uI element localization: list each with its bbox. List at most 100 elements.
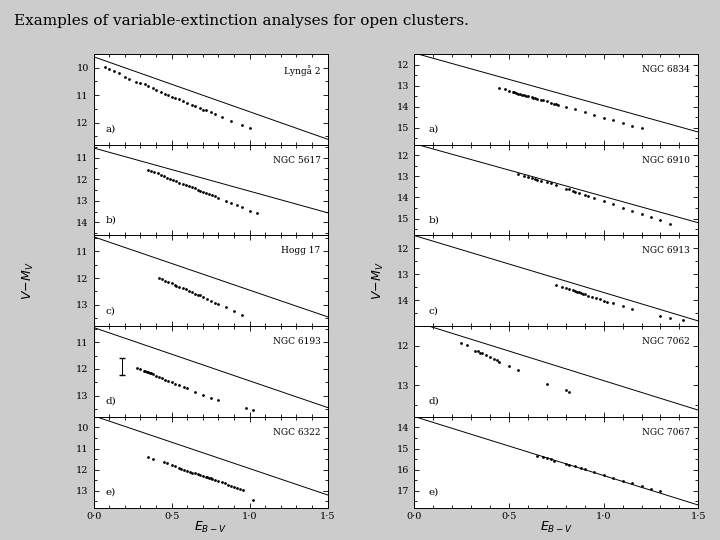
Point (189, 102, 201, 110)
Text: NGC 5617: NGC 5617 (273, 156, 320, 165)
Point (579, 107, 590, 116)
Point (174, 178, 185, 187)
Point (564, 388, 575, 396)
Point (480, 350, 492, 359)
Point (203, 190, 215, 198)
Point (541, 454, 552, 463)
Point (200, 472, 212, 481)
Point (503, 362, 515, 371)
Point (163, 91, 174, 99)
Point (462, 340, 473, 349)
Point (166, 461, 177, 469)
Point (560, 184, 572, 193)
Point (636, 482, 647, 490)
Point (108, 67, 120, 76)
Point (155, 171, 166, 179)
Point (143, 82, 154, 91)
Point (560, 103, 572, 111)
Point (579, 191, 590, 199)
Point (503, 86, 515, 95)
Point (235, 485, 246, 494)
Point (186, 183, 197, 192)
Point (526, 174, 537, 183)
Point (222, 481, 233, 489)
Point (210, 192, 221, 200)
Point (617, 302, 629, 310)
Point (166, 92, 177, 101)
Point (174, 464, 185, 472)
Point (141, 367, 153, 376)
Point (588, 468, 600, 476)
Point (166, 378, 177, 387)
Point (552, 100, 564, 109)
Point (665, 313, 676, 322)
Point (236, 203, 248, 212)
Point (228, 307, 240, 316)
Point (607, 200, 618, 208)
Point (522, 172, 534, 181)
Point (147, 454, 158, 463)
Point (560, 284, 572, 292)
Point (560, 460, 572, 468)
Text: c): c) (105, 306, 115, 315)
Point (210, 299, 221, 307)
Point (516, 90, 528, 99)
Point (493, 357, 505, 366)
Point (626, 304, 638, 313)
Point (144, 368, 156, 377)
Text: c): c) (428, 306, 438, 315)
Point (678, 316, 689, 325)
Point (171, 281, 182, 290)
Point (99, 63, 110, 71)
Point (155, 87, 166, 96)
Point (150, 371, 162, 380)
Text: d): d) (428, 397, 439, 406)
Point (645, 484, 657, 493)
Point (477, 349, 488, 357)
Point (513, 366, 524, 375)
Point (124, 75, 135, 84)
Point (212, 477, 224, 485)
Point (474, 348, 486, 357)
Point (636, 210, 647, 218)
Point (180, 285, 192, 294)
Point (570, 187, 581, 196)
Point (531, 451, 543, 460)
Point (189, 469, 201, 478)
Point (186, 468, 197, 477)
Point (171, 177, 182, 186)
Point (244, 206, 256, 215)
Point (163, 376, 174, 385)
Point (156, 374, 168, 382)
Point (594, 295, 606, 304)
Point (194, 291, 205, 300)
Point (238, 486, 249, 495)
Point (231, 201, 243, 210)
Point (626, 206, 638, 215)
Point (189, 387, 201, 396)
Text: e): e) (428, 488, 438, 497)
Point (473, 347, 485, 356)
Point (192, 291, 204, 299)
Point (225, 116, 237, 125)
Point (598, 471, 609, 480)
Point (143, 368, 154, 376)
Point (164, 175, 176, 184)
Point (202, 473, 213, 482)
Point (567, 286, 579, 295)
Point (571, 287, 582, 296)
Point (205, 393, 217, 402)
Point (654, 487, 666, 496)
Point (175, 464, 186, 473)
Point (140, 80, 151, 89)
Point (456, 339, 467, 347)
Point (573, 188, 585, 197)
Point (147, 370, 158, 379)
Point (588, 111, 600, 119)
Point (567, 186, 579, 195)
Point (148, 167, 160, 176)
Point (247, 496, 258, 504)
Point (602, 298, 613, 306)
Point (550, 281, 562, 289)
Point (499, 85, 510, 94)
